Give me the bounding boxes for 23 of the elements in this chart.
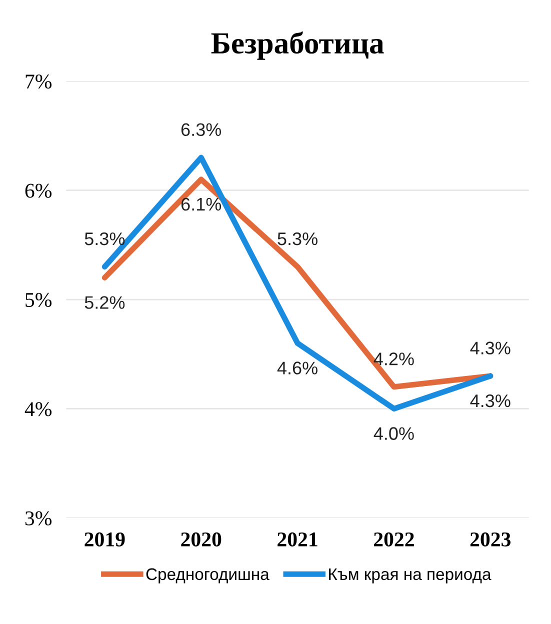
x-tick-label: 2022 [374,532,414,546]
data-label: 5.3% [84,232,125,246]
y-tick-label: 5% [26,292,52,308]
y-tick-label: 4% [24,402,52,416]
y-tick-label: 6% [25,184,52,198]
x-tick-label: 2021 [278,532,318,546]
data-label: 5.2% [84,296,125,309]
x-tick-label: 2020 [181,532,222,546]
x-tick-label: 2023 [470,532,511,546]
data-label: 4.3% [470,342,510,354]
data-label: 6.1% [181,198,222,211]
data-label: 4.6% [277,362,318,374]
x-tick-label: 2019 [84,532,125,546]
legend-label: Средногодишна [146,568,270,584]
y-tick-label: 7% [26,74,52,89]
data-label: 5.3% [278,232,318,246]
data-label: 4.2% [374,352,414,366]
data-label: 6.3% [181,123,222,136]
chart-title: Безработица [211,31,384,60]
legend-label: Към края на периода [329,568,492,584]
y-tick-label: 3% [25,511,52,526]
data-label: 4.0% [374,427,414,440]
data-label: 4.3% [470,394,510,408]
